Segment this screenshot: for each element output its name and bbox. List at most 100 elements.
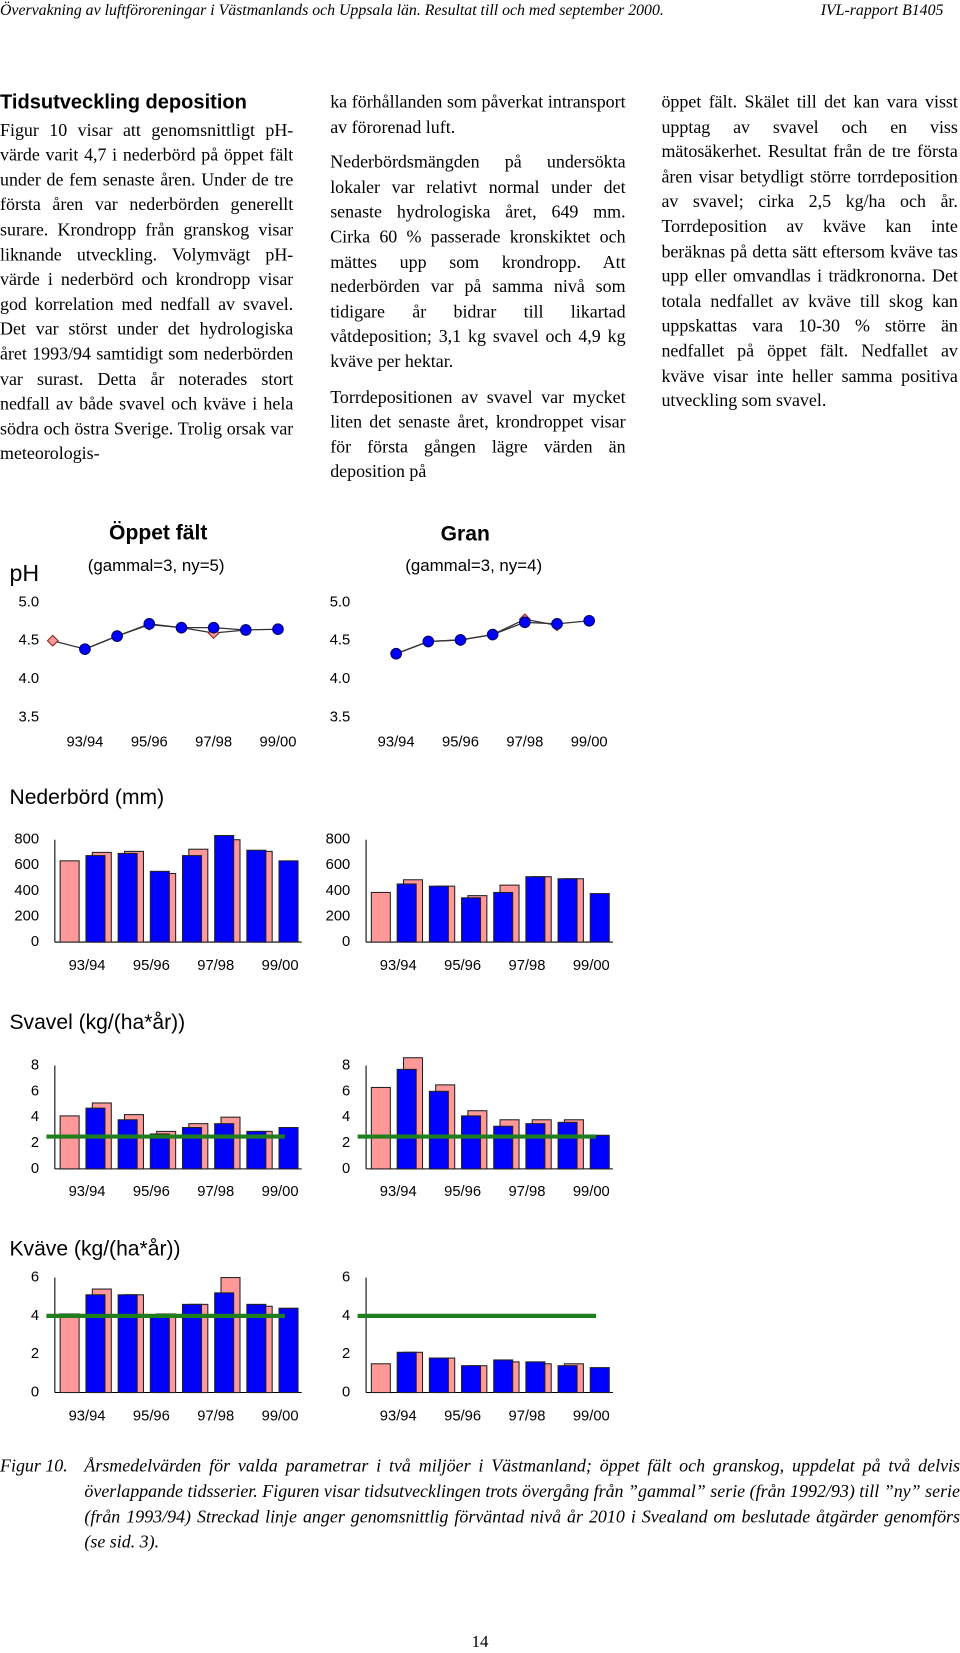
bar [493, 1359, 514, 1394]
bar [246, 1303, 267, 1394]
marker-circle [111, 630, 123, 642]
bar [59, 1115, 80, 1170]
y-tick-label: 400 [14, 883, 39, 899]
y-tick-label: 0 [31, 934, 39, 950]
bar [557, 1365, 578, 1394]
x-tick-label: 95/96 [133, 958, 170, 974]
marker-circle [422, 635, 435, 648]
bar [557, 1121, 578, 1170]
bar [589, 1134, 610, 1170]
x-tick-label: 93/94 [69, 958, 106, 974]
y-tick-label: 2 [342, 1346, 350, 1362]
x-tick-label: 95/96 [444, 1409, 481, 1425]
marker-circle [79, 643, 91, 655]
bar [370, 891, 391, 943]
bar [493, 1125, 514, 1170]
bar [396, 883, 417, 943]
marker-diamond [46, 634, 59, 647]
bar [59, 1313, 80, 1394]
bar [370, 1363, 391, 1394]
y-tick-label: 400 [326, 883, 351, 899]
series-line [395, 618, 558, 655]
figure-caption: Figur 10. Årsmedelvärden för valda param… [0, 1454, 960, 1555]
y-tick-label: 4 [31, 1308, 39, 1324]
bar [214, 834, 235, 943]
marker-circle [551, 618, 563, 630]
x-tick-label: 97/98 [197, 1409, 234, 1425]
y-tick-label: 0 [31, 1161, 39, 1177]
bar [59, 860, 80, 943]
x-tick-label: 99/00 [573, 958, 610, 974]
y-tick-label: 2 [342, 1135, 350, 1151]
y-tick-label: 0 [342, 1384, 350, 1400]
x-tick-label: 97/98 [197, 958, 234, 974]
row-title: Nederbörd (mm) [9, 786, 164, 809]
paragraph: Figur 10 visar att genomsnittligt pH-vär… [0, 119, 294, 464]
marker-circle [583, 614, 595, 627]
page-number: 14 [471, 1633, 489, 1651]
paragraph: Nederbördsmängden på undersökta lokaler … [330, 152, 626, 372]
paragraph: Torrdepositionen av svavel var mycket li… [330, 386, 626, 482]
bar [461, 1365, 482, 1394]
x-tick-label: 99/00 [573, 1409, 610, 1425]
bar [428, 1357, 449, 1394]
x-tick-label: 97/98 [508, 958, 545, 974]
marker-circle [175, 621, 188, 634]
x-tick-label: 97/98 [508, 1409, 545, 1425]
y-tick-label: 800 [326, 832, 351, 848]
y-tick-label: 4.5 [19, 633, 40, 649]
row-title: Kväve (kg/(ha*år)) [9, 1238, 180, 1261]
x-tick-label: 99/00 [571, 735, 608, 751]
section-heading: Tidsutveckling deposition [0, 91, 247, 114]
y-tick-label: 3.5 [19, 709, 40, 725]
bar [525, 1361, 546, 1394]
bar [278, 860, 299, 943]
x-tick-label: 99/00 [573, 1184, 610, 1200]
bar [525, 876, 546, 943]
bar [428, 1090, 449, 1170]
marker-circle [272, 623, 284, 636]
bar [278, 1307, 299, 1394]
y-tick-label: 4.5 [330, 633, 351, 649]
bar [117, 1294, 138, 1394]
bar [117, 852, 138, 943]
y-tick-label: 200 [326, 908, 351, 924]
y-tick-label: 0 [342, 934, 350, 950]
x-tick-label: 95/96 [133, 1409, 170, 1425]
y-tick-label: 800 [14, 832, 39, 848]
y-tick-label: 4 [31, 1109, 39, 1125]
y-tick-label: 5.0 [330, 594, 351, 610]
x-tick-label: 93/94 [66, 735, 103, 751]
column-subtitle: (gammal=3, ny=5) [88, 556, 225, 575]
x-tick-label: 99/00 [262, 958, 299, 974]
column-title: Öppet fält [109, 521, 207, 544]
bar [85, 855, 106, 943]
column-subtitle: (gammal=3, ny=4) [405, 556, 542, 575]
bar [214, 1123, 235, 1170]
bar [278, 1127, 299, 1170]
marker-circle [519, 616, 531, 629]
marker-circle [486, 628, 499, 641]
y-tick-label: 6 [342, 1269, 350, 1285]
header-right: IVL-rapport B1405 [820, 2, 944, 19]
x-tick-label: 97/98 [195, 735, 232, 751]
bar [428, 885, 449, 943]
bar [117, 1119, 138, 1170]
bar [149, 1315, 170, 1394]
row-title: Svavel (kg/(ha*år)) [9, 1011, 185, 1034]
y-tick-label: 8 [342, 1057, 350, 1073]
column-3: öppet fält. Skälet till det kan vara vis… [661, 90, 957, 424]
bar [149, 870, 170, 943]
column-1: Tidsutveckling deposition Figur 10 visar… [0, 91, 293, 477]
column-title: Gran [441, 522, 490, 545]
y-tick-label: 8 [31, 1057, 39, 1073]
y-tick-label: 5.0 [19, 594, 40, 610]
y-tick-label: 0 [342, 1161, 350, 1177]
marker-circle [143, 618, 156, 630]
x-tick-label: 93/94 [378, 735, 415, 751]
x-tick-label: 93/94 [69, 1184, 106, 1200]
y-tick-label: 3.5 [330, 709, 351, 725]
x-tick-label: 99/00 [262, 1409, 299, 1425]
bar [246, 1130, 267, 1170]
x-tick-label: 93/94 [380, 1409, 417, 1425]
